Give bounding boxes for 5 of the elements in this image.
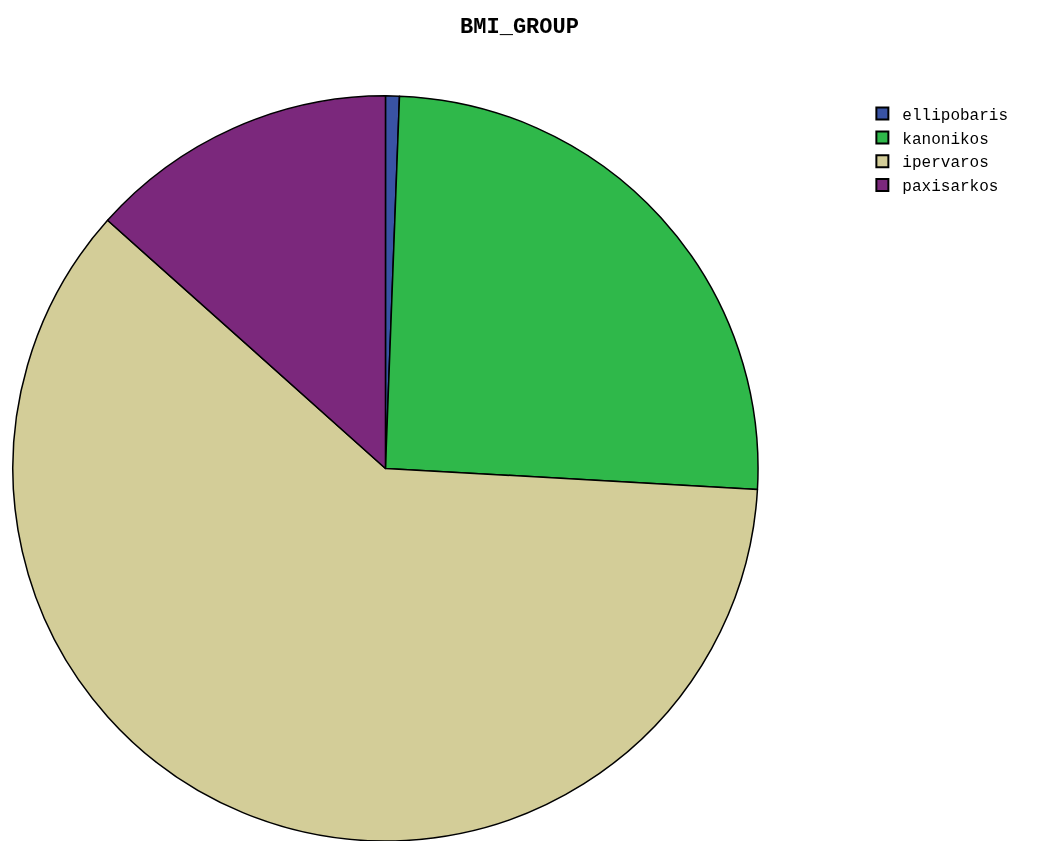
- legend-label: paxisarkos: [902, 178, 999, 197]
- chart-title: BMI_GROUP: [460, 14, 579, 40]
- legend-label: kanonikos: [902, 130, 989, 149]
- legend-label: ipervaros: [902, 154, 989, 173]
- legend-label: ellipobaris: [902, 106, 1008, 125]
